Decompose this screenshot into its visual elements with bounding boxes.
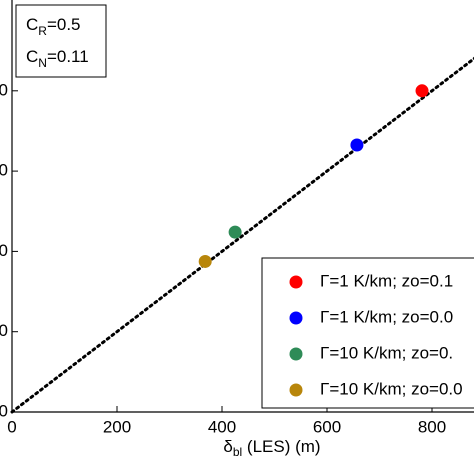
legend-label: Γ=1 K/km; zo=0.1 — [320, 271, 453, 290]
annotation-main: C — [26, 47, 38, 66]
x-tick-label: 200 — [103, 417, 131, 436]
annotation: CN=0.11 — [26, 47, 89, 70]
x-tick-label: 600 — [313, 417, 341, 436]
x-label-rest: (LES) (m) — [242, 437, 320, 456]
y-tick-label: 800 — [0, 80, 8, 99]
data-point — [415, 84, 429, 98]
annotation-sub: R — [38, 24, 47, 38]
data-point — [228, 225, 242, 239]
y-tick-label: 400 — [0, 241, 8, 260]
legend-label: Γ=10 K/km; zo=0. — [320, 343, 453, 362]
reference-line — [10, 56, 474, 414]
x-label-main: δ — [223, 437, 232, 456]
y-tick-label: 600 — [0, 161, 8, 180]
y-tick-label: 200 — [0, 321, 8, 340]
annotation-main: C — [26, 15, 38, 34]
legend-label: Γ=10 K/km; zo=0.0 — [320, 379, 463, 398]
legend-marker — [289, 275, 303, 289]
x-tick-label: 800 — [418, 417, 446, 436]
x-axis-label: δbl (LES) (m) — [223, 437, 320, 459]
x-label-sub: bl — [233, 445, 242, 459]
annotation-rest: =0.5 — [47, 15, 81, 34]
annotation-box — [15, 4, 107, 78]
legend-marker — [289, 311, 303, 325]
data-point — [198, 254, 212, 268]
x-tick-label: 0 — [7, 417, 16, 436]
legend-marker — [289, 347, 303, 361]
y-tick-label: 0 — [0, 401, 8, 420]
annotation-rest: =0.11 — [47, 47, 89, 66]
legend-marker — [289, 383, 303, 397]
annotation: CR=0.5 — [26, 15, 81, 38]
data-point — [350, 138, 364, 152]
x-tick-label: 400 — [208, 417, 236, 436]
annotation-sub: N — [38, 56, 47, 70]
legend-label: Γ=1 K/km; zo=0.0 — [320, 307, 453, 326]
